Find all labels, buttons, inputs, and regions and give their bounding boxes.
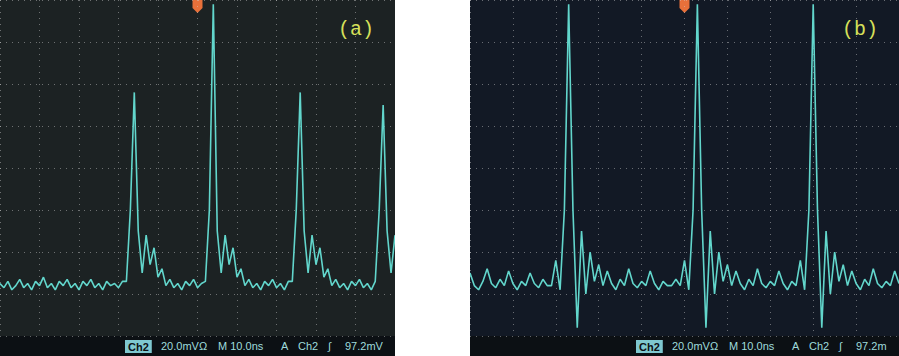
svg-text:A: A: [281, 340, 289, 352]
svg-text:M 10.0ns: M 10.0ns: [729, 340, 775, 352]
svg-text:∫: ∫: [327, 340, 332, 353]
svg-text:97.2m: 97.2m: [856, 340, 887, 352]
svg-text:97.2mV: 97.2mV: [345, 340, 384, 352]
svg-text:20.0mVΩ: 20.0mVΩ: [672, 340, 718, 352]
svg-text:Ch2: Ch2: [128, 341, 149, 353]
svg-text:A: A: [792, 340, 800, 352]
svg-text:Ch2: Ch2: [809, 340, 829, 352]
svg-text:20.0mVΩ: 20.0mVΩ: [161, 340, 207, 352]
svg-text:(b): (b): [842, 18, 878, 41]
svg-text:(a): (a): [338, 18, 374, 41]
svg-text:Ch2: Ch2: [298, 340, 318, 352]
svg-text:∫: ∫: [838, 340, 843, 353]
svg-text:M 10.0ns: M 10.0ns: [218, 340, 264, 352]
svg-text:Ch2: Ch2: [639, 341, 660, 353]
